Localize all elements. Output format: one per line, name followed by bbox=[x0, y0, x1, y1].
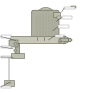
Polygon shape bbox=[60, 38, 72, 42]
Polygon shape bbox=[9, 40, 18, 46]
Ellipse shape bbox=[33, 7, 58, 41]
Bar bbox=[62, 16, 72, 19]
Bar bbox=[55, 35, 65, 37]
Circle shape bbox=[15, 43, 16, 45]
Bar bbox=[1, 35, 11, 38]
Polygon shape bbox=[11, 36, 69, 44]
Circle shape bbox=[59, 39, 61, 42]
Bar bbox=[53, 12, 60, 17]
Bar bbox=[58, 25, 69, 28]
Polygon shape bbox=[4, 80, 14, 86]
Circle shape bbox=[59, 41, 61, 44]
Bar bbox=[57, 16, 61, 19]
Circle shape bbox=[15, 50, 16, 52]
Bar bbox=[1, 46, 11, 48]
Bar bbox=[71, 6, 76, 8]
Circle shape bbox=[14, 49, 17, 52]
Circle shape bbox=[14, 42, 17, 45]
Bar bbox=[1, 56, 11, 58]
FancyBboxPatch shape bbox=[32, 10, 59, 39]
Bar bbox=[1, 86, 11, 88]
Circle shape bbox=[59, 42, 61, 43]
Circle shape bbox=[59, 40, 61, 41]
Polygon shape bbox=[11, 53, 24, 58]
Bar bbox=[64, 7, 75, 9]
Polygon shape bbox=[15, 43, 19, 53]
